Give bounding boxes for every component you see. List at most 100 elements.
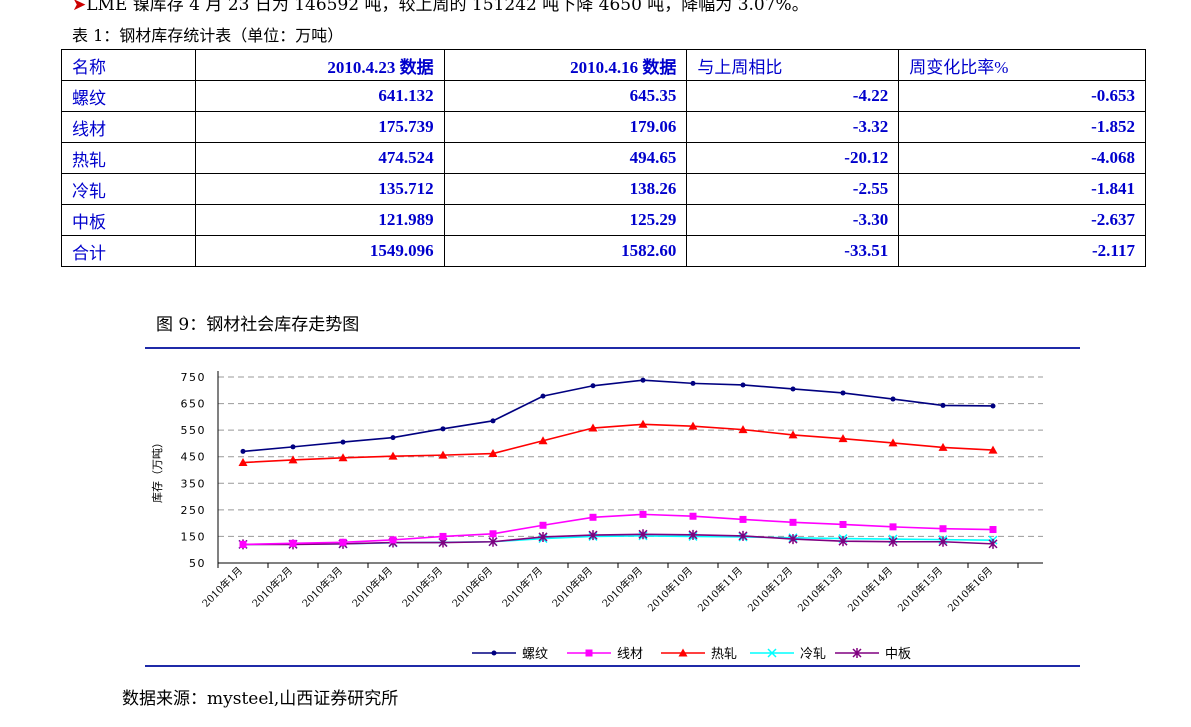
x-tick-label: 2010年6月 (449, 564, 495, 610)
cell-value: 121.989 (194, 204, 445, 236)
data-point (239, 540, 247, 548)
data-point (588, 530, 598, 541)
data-point (289, 539, 297, 547)
data-point (939, 525, 947, 533)
data-point (638, 419, 648, 428)
y-tick-label: 550 (181, 424, 207, 437)
cell-value: 645.35 (443, 80, 688, 112)
data-point (488, 536, 498, 547)
data-point (988, 445, 998, 454)
data-point (788, 534, 798, 545)
x-tick-label: 2010年14月 (845, 564, 895, 614)
header-date1: 2010.4.23 数据 (194, 49, 445, 81)
header-name: 名称 (61, 49, 196, 81)
header-change: 与上周相比 (686, 49, 900, 81)
data-point (888, 438, 898, 447)
data-point (889, 523, 897, 531)
x-tick-label: 2010年7月 (499, 564, 545, 610)
y-tick-label: 250 (181, 504, 207, 517)
table-row: 冷轧 135.712 138.26 -2.55 -1.841 (61, 173, 1146, 205)
legend-label: 线材 (617, 647, 643, 662)
cell-value: 175.739 (194, 111, 445, 143)
data-point (585, 649, 593, 657)
data-point (739, 515, 747, 523)
data-point (639, 510, 647, 518)
data-point (540, 393, 546, 399)
table-header-row: 名称 2010.4.23 数据 2010.4.16 数据 与上周相比 周变化比率… (61, 49, 1146, 81)
x-tick-label: 2010年5月 (399, 564, 445, 610)
cell-value: 1549.096 (194, 235, 445, 267)
y-tick-label: 50 (189, 557, 206, 570)
data-point (490, 418, 496, 424)
intro-text: LME 镍库存 4 月 23 日为 146592 吨，较上周的 151242 吨… (86, 0, 809, 15)
x-tick-label: 2010年16月 (945, 564, 995, 614)
data-point (990, 403, 996, 409)
data-point (288, 455, 298, 464)
data-point (590, 383, 596, 389)
data-point (989, 526, 997, 534)
data-point (640, 377, 646, 383)
cell-value: -20.12 (686, 142, 900, 174)
cell-value: -4.068 (898, 142, 1146, 174)
y-tick-label: 750 (181, 371, 207, 384)
cell-value: -3.32 (686, 111, 900, 143)
data-point (888, 536, 898, 547)
data-point (689, 512, 697, 520)
x-tick-label: 2010年13月 (795, 564, 845, 614)
cell-value: -0.653 (898, 80, 1146, 112)
data-point (940, 402, 946, 408)
cell-value: -4.22 (686, 80, 900, 112)
data-point (588, 423, 598, 432)
data-point (390, 435, 396, 441)
data-point (538, 531, 548, 542)
data-point (938, 442, 948, 451)
figure-rule-top (145, 347, 1080, 349)
data-point (589, 513, 597, 521)
cell-name: 合计 (61, 235, 196, 267)
cell-value: 1582.60 (443, 235, 688, 267)
cell-value: 138.26 (443, 173, 688, 205)
figure-title: 图 9：钢材社会库存走势图 (156, 315, 360, 335)
table-row: 热轧 474.524 494.65 -20.12 -4.068 (61, 142, 1146, 174)
data-point (738, 530, 748, 541)
figure-rule-bottom (145, 665, 1080, 667)
y-tick-label: 350 (181, 477, 207, 490)
series-line-1 (242, 379, 994, 453)
bullet-arrow-icon: ➤ (72, 0, 87, 15)
data-point (988, 538, 998, 549)
legend-label: 中板 (885, 647, 911, 662)
x-tick-label: 2010年10月 (645, 564, 695, 614)
stock-table: 名称 2010.4.23 数据 2010.4.16 数据 与上周相比 周变化比率… (61, 49, 1146, 267)
series-line-5 (243, 533, 994, 546)
cell-value: -3.30 (686, 204, 900, 236)
data-point (838, 536, 848, 547)
x-tick-label: 2010年3月 (299, 564, 345, 610)
data-point (890, 396, 896, 402)
table-row: 螺纹 641.132 645.35 -4.22 -0.653 (61, 80, 1146, 112)
data-point (767, 648, 777, 658)
data-point (290, 444, 296, 450)
data-point (338, 453, 348, 462)
data-point (790, 386, 796, 392)
data-point (491, 650, 497, 656)
data-point (789, 518, 797, 526)
cell-value: -33.51 (686, 235, 900, 267)
x-tick-label: 2010年9月 (599, 564, 645, 610)
cell-value: 474.524 (194, 142, 445, 174)
x-tick-label: 2010年4月 (349, 564, 395, 610)
data-point (538, 436, 548, 445)
data-point (489, 530, 497, 538)
data-point (839, 520, 847, 528)
header-rate: 周变化比率% (898, 49, 1146, 81)
data-point (852, 648, 862, 658)
data-point (738, 425, 748, 434)
table-row: 线材 175.739 179.06 -3.32 -1.852 (61, 111, 1146, 143)
data-point (388, 451, 398, 460)
cell-name: 热轧 (61, 142, 196, 174)
data-point (438, 450, 448, 459)
data-point (539, 521, 547, 529)
cell-value: -2.117 (898, 235, 1146, 267)
cell-name: 螺纹 (61, 80, 196, 112)
y-tick-label: 650 (181, 398, 207, 411)
